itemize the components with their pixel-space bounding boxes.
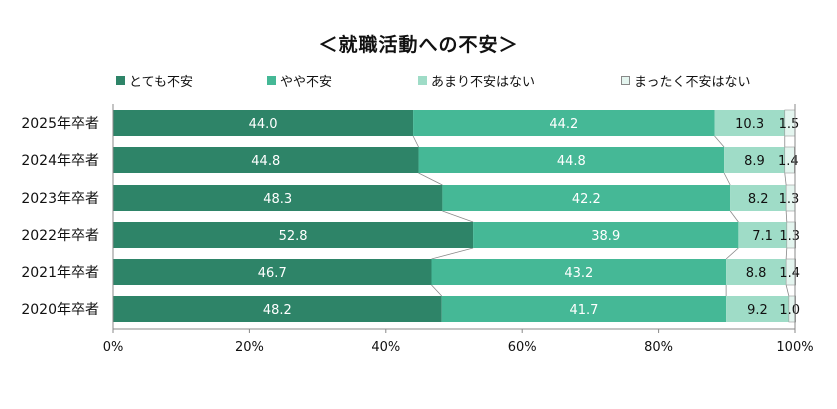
bar-segment — [442, 185, 731, 211]
data-label: 8.8 — [746, 266, 767, 281]
category-label: 2022年卒者 — [21, 228, 99, 244]
bar-segment — [786, 221, 796, 249]
bar-segment — [473, 222, 739, 248]
x-tick-label: 80% — [644, 340, 673, 355]
bar-segment — [726, 259, 787, 285]
series-connector-line — [725, 247, 739, 260]
bar-segment — [113, 185, 443, 211]
legend-label-not-anxious-at-all: まったく不安はない — [634, 74, 751, 90]
legend-item-not-very-anxious: あまり不安はない — [418, 70, 535, 90]
legend-swatch-not-very-anxious — [418, 75, 427, 85]
data-label: 7.1 — [752, 229, 773, 244]
legend-label-very-anxious: とても不安 — [129, 74, 193, 90]
series-connector-line — [723, 172, 731, 186]
legend-swatch-very-anxious — [116, 75, 125, 85]
data-label: 48.2 — [263, 303, 292, 318]
series-connector-line — [442, 210, 474, 223]
category-label: 2024年卒者 — [21, 153, 99, 169]
bar-segment — [413, 110, 715, 136]
series-connector-line — [785, 284, 790, 297]
data-label: 44.2 — [549, 117, 578, 132]
data-label: 44.0 — [249, 117, 278, 132]
x-tick-label: 0% — [103, 340, 124, 355]
bar-segment — [726, 296, 789, 322]
bar-segment — [113, 222, 474, 248]
bar-segment — [418, 147, 725, 173]
data-label: 1.3 — [779, 192, 800, 207]
bar-segment — [785, 258, 796, 286]
legend-label-somewhat-anxious: やや不安 — [280, 74, 333, 90]
data-label: 1.4 — [778, 154, 799, 169]
series-connector-line — [431, 284, 443, 297]
chart-title: ＜就職活動への不安＞ — [318, 34, 519, 56]
data-label: 8.2 — [748, 192, 769, 207]
bar-segment — [113, 110, 414, 136]
series-connector-line — [431, 247, 474, 260]
x-tick-label: 60% — [508, 340, 537, 355]
bar-segment — [113, 147, 419, 173]
series-connector-line — [785, 210, 788, 223]
x-tick-label: 100% — [776, 340, 813, 355]
data-label: 44.8 — [557, 154, 586, 169]
bar-segment — [784, 146, 795, 174]
series-connector-line — [729, 210, 739, 223]
data-label: 8.9 — [744, 154, 765, 169]
bar-segment — [724, 147, 785, 173]
category-label: 2023年卒者 — [21, 191, 99, 207]
series-connector-line — [714, 135, 725, 148]
legend-item-somewhat-anxious: やや不安 — [267, 70, 332, 90]
data-label: 42.2 — [572, 192, 601, 207]
legend-swatch-somewhat-anxious — [267, 75, 276, 85]
bar-segment — [113, 259, 432, 285]
legend-label-not-very-anxious: あまり不安はない — [431, 74, 536, 90]
category-label: 2025年卒者 — [21, 116, 99, 132]
x-tick-label: 40% — [371, 340, 400, 355]
legend: とても不安 やや不安 あまり不安はない まったく不安はない — [0, 70, 837, 90]
data-label: 9.2 — [747, 303, 768, 318]
bar-segment — [431, 259, 727, 285]
category-label: 2021年卒者 — [21, 265, 99, 281]
bar-segment — [788, 295, 796, 323]
data-label: 1.3 — [779, 229, 800, 244]
data-label: 46.7 — [258, 266, 287, 281]
legend-swatch-not-anxious-at-all — [621, 75, 630, 85]
data-label: 38.9 — [591, 229, 620, 244]
data-label: 1.5 — [779, 117, 800, 132]
data-label: 1.4 — [779, 266, 800, 281]
series-connector-line — [785, 247, 788, 260]
data-label: 44.8 — [251, 154, 280, 169]
bar-segment — [730, 185, 787, 211]
bar-segment — [738, 222, 787, 248]
data-label: 41.7 — [569, 303, 598, 318]
bar-segment — [714, 110, 785, 136]
x-tick-label: 20% — [235, 340, 264, 355]
data-label: 10.3 — [735, 117, 764, 132]
bar-segment — [441, 296, 727, 322]
series-connector-line — [418, 172, 443, 186]
data-label: 1.0 — [779, 303, 800, 318]
series-connector-line — [784, 172, 787, 186]
series-connector-line — [412, 135, 419, 148]
data-label: 43.2 — [564, 266, 593, 281]
data-label: 48.3 — [263, 192, 292, 207]
bar-segment — [113, 296, 442, 322]
legend-item-very-anxious: とても不安 — [116, 70, 193, 90]
category-label: 2020年卒者 — [21, 302, 99, 318]
data-label: 52.8 — [279, 229, 308, 244]
legend-item-not-anxious-at-all: まったく不安はない — [621, 70, 750, 90]
